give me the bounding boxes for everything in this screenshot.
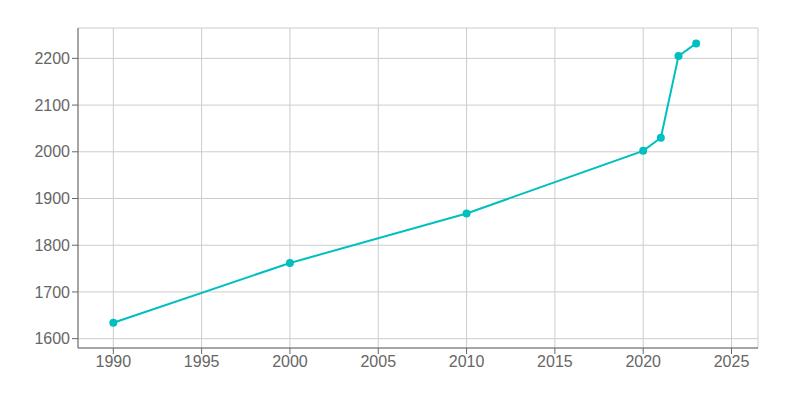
svg-text:2005: 2005	[360, 353, 396, 370]
svg-text:2200: 2200	[34, 50, 70, 67]
svg-text:2000: 2000	[272, 353, 308, 370]
svg-text:2010: 2010	[449, 353, 485, 370]
svg-text:1900: 1900	[34, 190, 70, 207]
svg-text:1800: 1800	[34, 237, 70, 254]
svg-text:1990: 1990	[96, 353, 132, 370]
svg-text:2100: 2100	[34, 97, 70, 114]
svg-text:2020: 2020	[625, 353, 661, 370]
svg-text:2000: 2000	[34, 143, 70, 160]
svg-text:1995: 1995	[184, 353, 220, 370]
svg-text:2015: 2015	[537, 353, 573, 370]
svg-text:2025: 2025	[714, 353, 750, 370]
svg-text:1600: 1600	[34, 330, 70, 347]
svg-text:1700: 1700	[34, 284, 70, 301]
